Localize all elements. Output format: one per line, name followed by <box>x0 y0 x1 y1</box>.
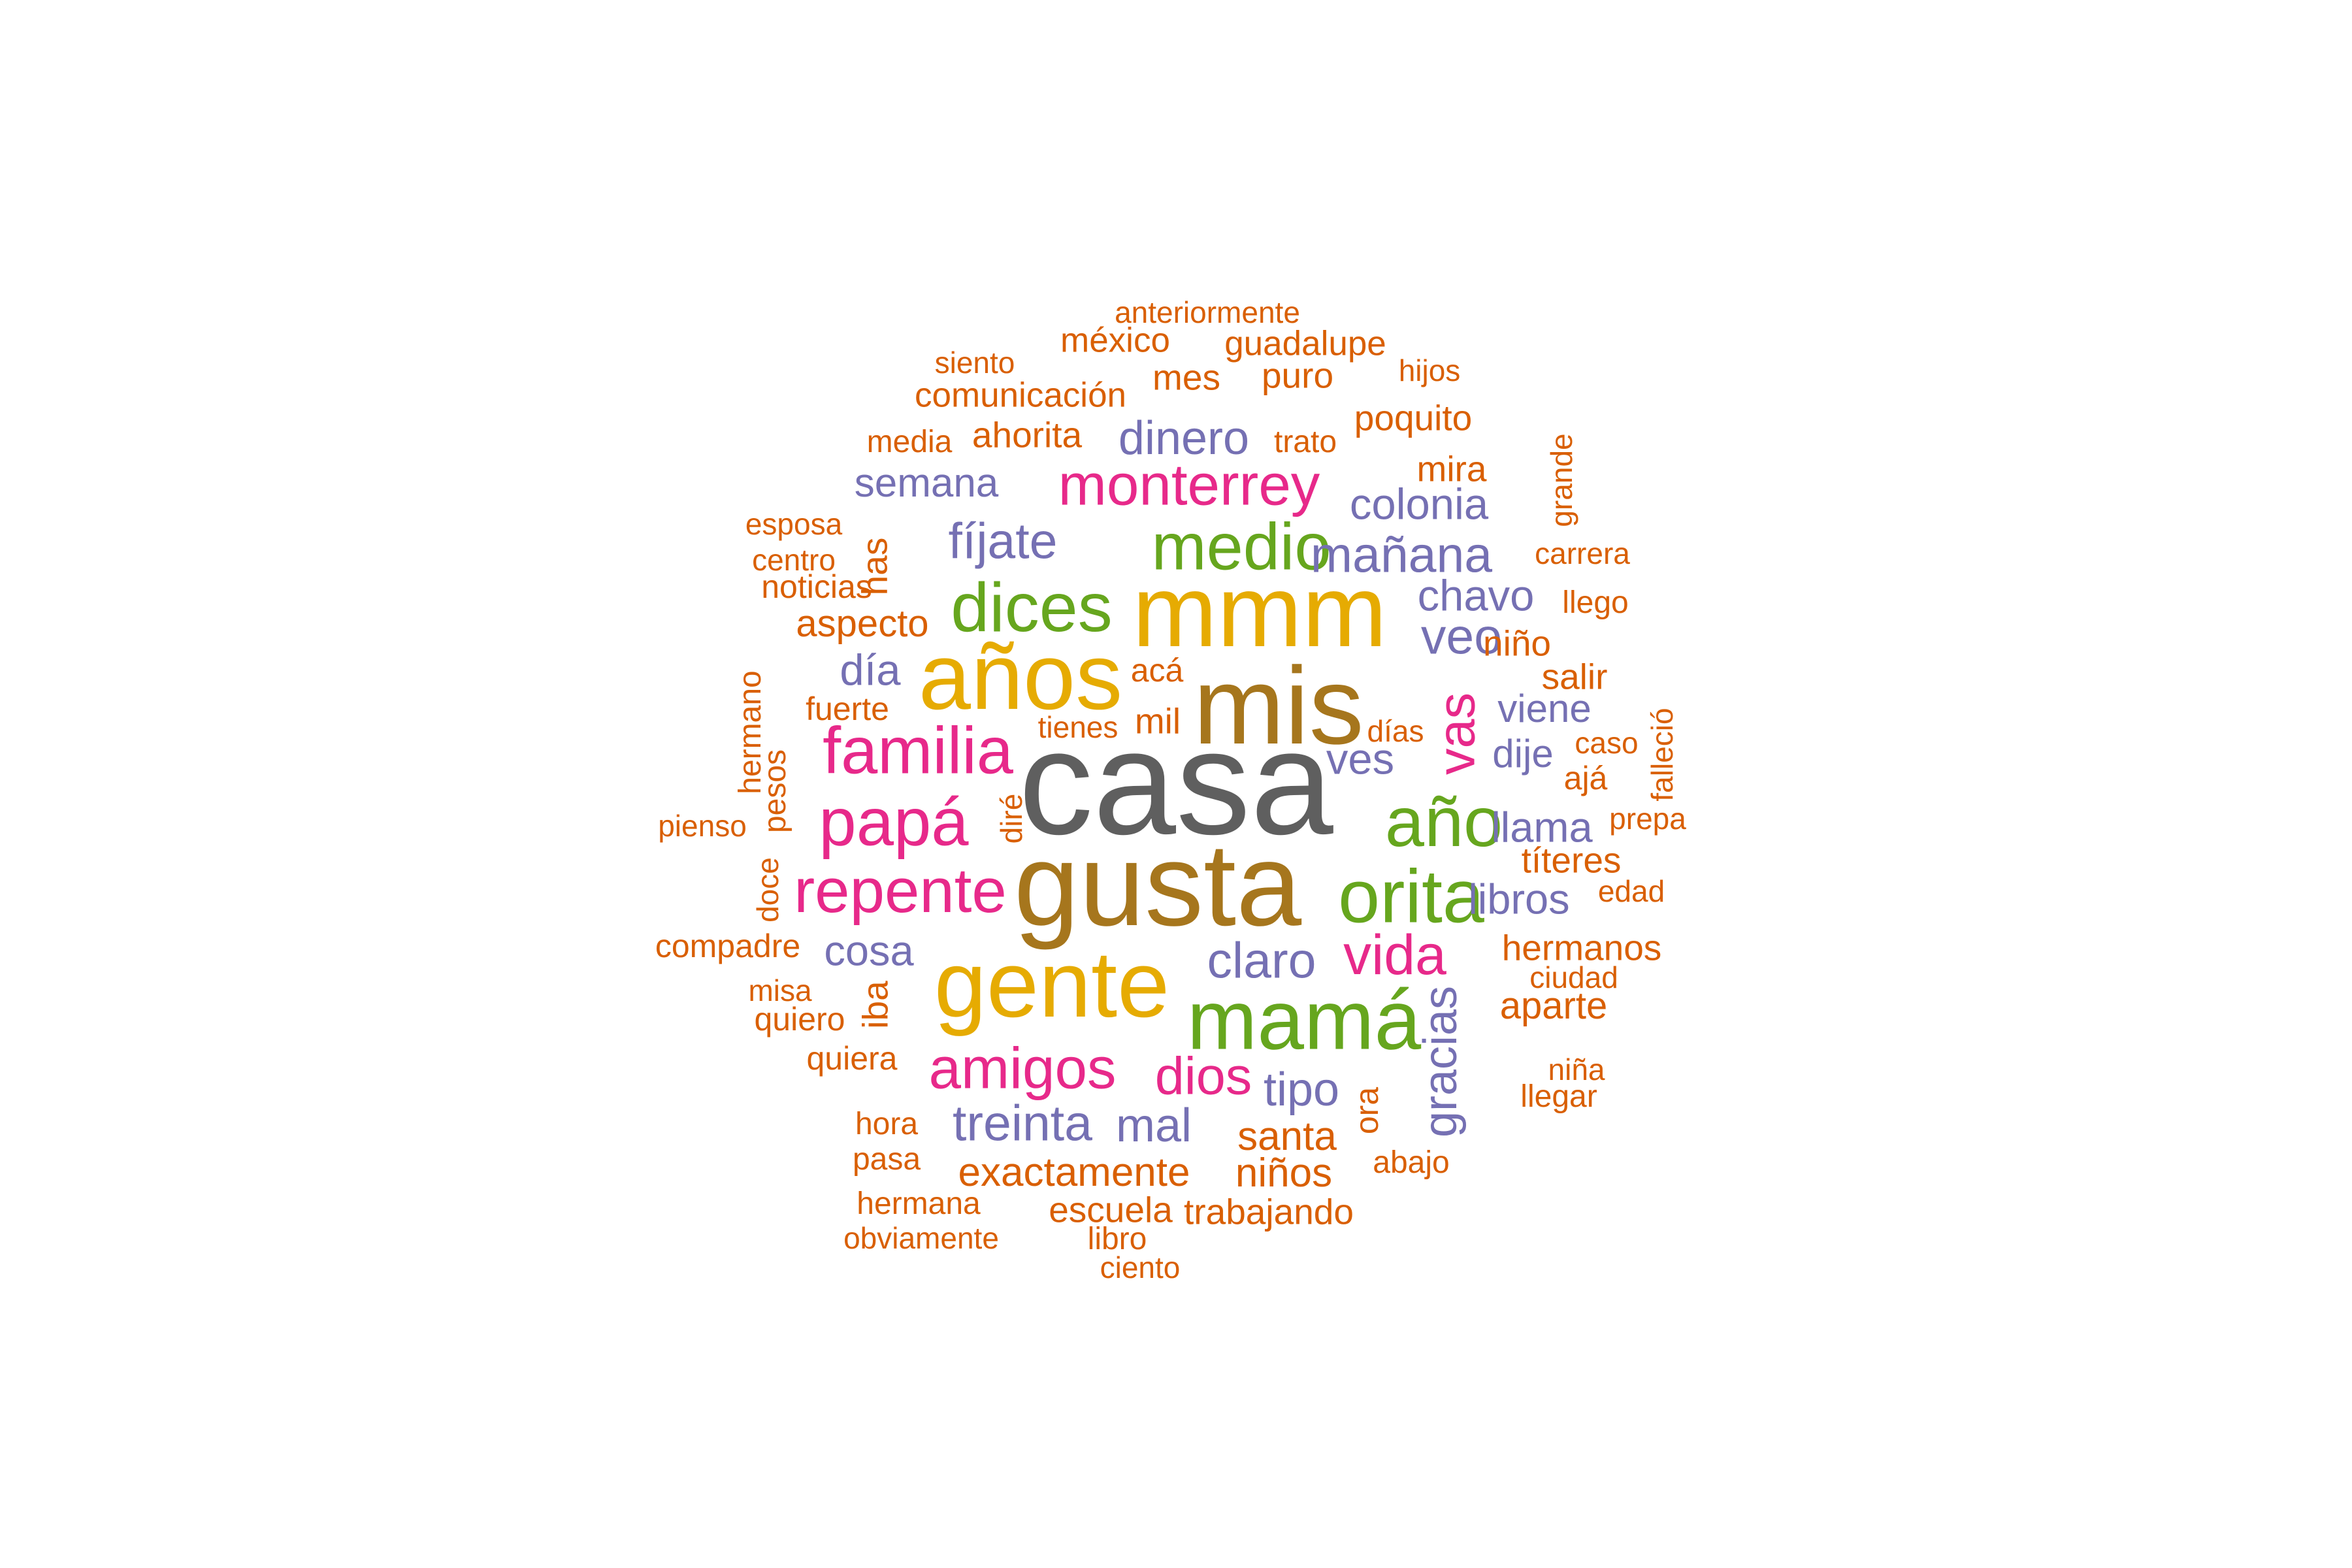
cloud-word: papá <box>819 784 969 860</box>
cloud-word: fuerte <box>806 691 889 727</box>
cloud-word: hermana <box>857 1186 981 1221</box>
cloud-word: hora <box>855 1107 919 1141</box>
cloud-word: llego <box>1562 585 1629 620</box>
cloud-word: aparte <box>1499 985 1608 1027</box>
cloud-word: libros <box>1468 875 1570 923</box>
cloud-word: títeres <box>1521 840 1622 881</box>
cloud-word: ves <box>1326 734 1395 784</box>
cloud-word: treinta <box>952 1095 1093 1152</box>
cloud-word: méxico <box>1060 321 1170 360</box>
cloud-word: semana <box>854 461 999 506</box>
cloud-word: grande <box>1544 433 1578 527</box>
cloud-word: doce <box>751 857 785 923</box>
cloud-word: viene <box>1497 687 1592 730</box>
cloud-word: acá <box>1130 652 1184 689</box>
cloud-word: niña <box>1548 1053 1605 1086</box>
cloud-word: llama <box>1491 803 1593 851</box>
cloud-word: comunicación <box>914 376 1127 415</box>
cloud-word: prepa <box>1609 802 1686 836</box>
cloud-word: ciudad <box>1529 960 1618 994</box>
cloud-word: poquito <box>1354 397 1473 438</box>
cloud-word: compadre <box>655 928 801 964</box>
cloud-word: diré <box>994 793 1028 844</box>
cloud-word: obviamente <box>843 1221 999 1255</box>
cloud-word: mal <box>1115 1100 1192 1152</box>
cloud-word: amigos <box>928 1035 1117 1101</box>
cloud-word: llegar <box>1520 1079 1597 1114</box>
cloud-word: trabajando <box>1184 1191 1354 1232</box>
cloud-word: ahorita <box>972 414 1083 455</box>
cloud-word: niño <box>1483 623 1551 664</box>
cloud-word: abajo <box>1373 1145 1450 1180</box>
cloud-word: años <box>918 624 1123 729</box>
cloud-word: hermanos <box>1501 927 1662 968</box>
cloud-word: libro <box>1087 1222 1147 1256</box>
cloud-word: misa <box>748 973 812 1007</box>
cloud-word: gente <box>934 932 1170 1037</box>
cloud-word: fíjate <box>948 513 1058 570</box>
cloud-word: anteriormente <box>1115 295 1300 329</box>
cloud-word: trato <box>1273 425 1337 459</box>
cloud-word: media <box>866 425 953 459</box>
cloud-word: tienes <box>1037 710 1119 744</box>
cloud-word: día <box>840 645 901 695</box>
cloud-word: chavo <box>1417 571 1535 621</box>
cloud-word: esposa <box>745 507 843 541</box>
cloud-word: vida <box>1343 924 1446 987</box>
cloud-word: días <box>1367 714 1424 748</box>
cloud-word: falleció <box>1645 708 1679 802</box>
cloud-word: pienso <box>658 809 747 843</box>
cloud-word: vas <box>1427 692 1486 776</box>
cloud-word: guadalupe <box>1224 324 1386 363</box>
cloud-word: mañana <box>1310 527 1493 583</box>
cloud-word: exactamente <box>958 1150 1190 1195</box>
cloud-word: medio <box>1151 510 1331 584</box>
cloud-word: santa <box>1237 1114 1337 1159</box>
cloud-word: veo <box>1420 608 1503 665</box>
cloud-word: monterrey <box>1058 451 1320 517</box>
cloud-word: tipo <box>1263 1064 1340 1116</box>
cloud-word: mamá <box>1186 973 1422 1068</box>
cloud-word: claro <box>1207 932 1316 989</box>
cloud-word: noticias <box>761 568 872 605</box>
cloud-word: niños <box>1235 1151 1333 1196</box>
cloud-word: quiera <box>806 1040 898 1077</box>
cloud-word: salir <box>1541 656 1608 697</box>
cloud-word: dios <box>1154 1047 1252 1106</box>
cloud-word: colonia <box>1349 480 1489 529</box>
cloud-word: gusta <box>1013 819 1302 951</box>
cloud-word: mes <box>1152 357 1220 398</box>
cloud-word: mis <box>1193 644 1364 767</box>
cloud-word: caso <box>1575 726 1639 760</box>
cloud-word: carrera <box>1535 536 1630 570</box>
cloud-word: puro <box>1261 355 1334 396</box>
cloud-word: mira <box>1416 448 1487 489</box>
cloud-word: pasa <box>852 1142 921 1177</box>
cloud-word: centro <box>752 543 836 577</box>
cloud-word: orita <box>1338 855 1484 939</box>
cloud-word: siento <box>934 346 1015 380</box>
cloud-word: mmm <box>1132 555 1387 668</box>
cloud-word: escuela <box>1049 1189 1173 1230</box>
cloud-word: iba <box>855 981 896 1029</box>
cloud-word: mil <box>1134 700 1181 742</box>
cloud-word: aspecto <box>796 602 929 645</box>
cloud-word: dinero <box>1118 412 1250 465</box>
cloud-word: ajá <box>1563 760 1608 796</box>
cloud-word: edad <box>1597 874 1665 908</box>
cloud-word: casa <box>1019 700 1333 866</box>
cloud-word: ora <box>1348 1086 1385 1135</box>
cloud-word: repente <box>794 856 1007 926</box>
cloud-word: cosa <box>824 926 914 975</box>
cloud-word: año <box>1384 782 1503 861</box>
cloud-word: gracias <box>1414 985 1467 1138</box>
cloud-word: ciento <box>1100 1250 1181 1284</box>
cloud-word: familia <box>823 714 1013 788</box>
cloud-word: pesos <box>758 749 792 834</box>
cloud-word: hijos <box>1398 353 1461 387</box>
cloud-word: dices <box>951 569 1113 646</box>
cloud-word: quiero <box>754 1001 845 1037</box>
cloud-word: dije <box>1492 732 1554 776</box>
